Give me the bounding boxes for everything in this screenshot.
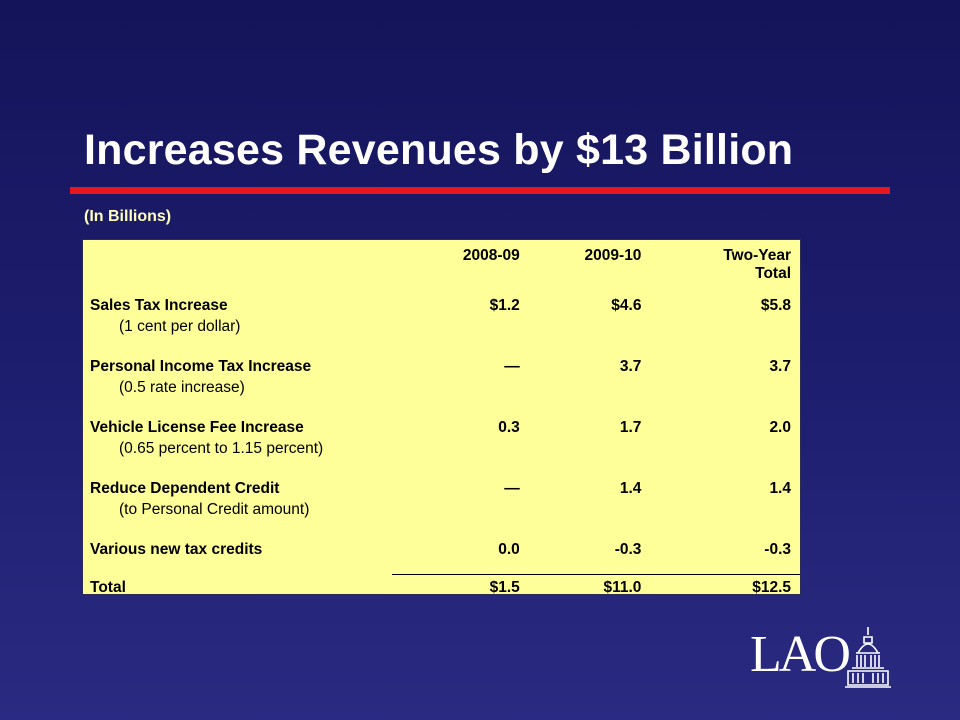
row-label: Personal Income Tax Increase (90, 358, 312, 375)
header-2008-09: 2008-09 (462, 247, 520, 264)
header-label-cell (83, 240, 392, 296)
header-two-year-line2: Total (755, 265, 791, 282)
row-detail: (0.65 percent to 1.15 percent) (119, 440, 324, 457)
cell-2008-09: — (504, 358, 520, 375)
cell-total: $5.8 (760, 297, 791, 314)
cell-2009-10: 1.7 (619, 419, 642, 436)
units-subtitle: (In Billions) (84, 208, 172, 225)
row-label: Vehicle License Fee Increase (90, 419, 304, 436)
cell-2008-09: — (504, 480, 520, 497)
table-row: Sales Tax Increase (1 cent per dollar) $… (83, 296, 800, 357)
cell-total: -0.3 (764, 541, 791, 558)
title-divider (70, 187, 890, 194)
table-row: Various new tax credits 0.0 -0.3 -0.3 (83, 540, 800, 575)
cell-total: 2.0 (769, 419, 791, 436)
cell-2008-09: 0.0 (498, 541, 520, 558)
cell-2009-10: -0.3 (614, 541, 642, 558)
total-2009-10: $11.0 (519, 574, 642, 607)
header-two-year-line1: Two-Year (723, 247, 791, 264)
total-2008-09: $1.5 (392, 574, 520, 607)
cell-2009-10: 1.4 (619, 480, 642, 497)
table-row: Vehicle License Fee Increase (0.65 perce… (83, 418, 800, 479)
table-header-row: 2008-09 2009-10 Two-Year Total (83, 240, 800, 296)
row-label: Various new tax credits (90, 541, 263, 558)
cell-total: 3.7 (769, 358, 791, 375)
lao-logo: LAO (740, 623, 900, 695)
revenue-table: 2008-09 2009-10 Two-Year Total Sales Tax… (82, 239, 801, 607)
header-2009-10: 2009-10 (584, 247, 642, 264)
row-detail: (1 cent per dollar) (119, 318, 241, 335)
row-detail: (to Personal Credit amount) (119, 501, 310, 518)
cell-2009-10: 3.7 (619, 358, 642, 375)
capitol-dome-icon (845, 627, 891, 688)
total-label: Total (90, 578, 126, 596)
table-row: Personal Income Tax Increase (0.5 rate i… (83, 357, 800, 418)
total-row: Total $1.5 $11.0 $12.5 (83, 574, 800, 607)
page-title: Increases Revenues by $13 Billion (84, 126, 794, 174)
row-detail: (0.5 rate increase) (119, 379, 245, 396)
cell-2009-10: $4.6 (611, 297, 642, 314)
row-label: Sales Tax Increase (90, 297, 228, 314)
cell-total: 1.4 (769, 480, 791, 497)
header-two-year-total: Two-Year Total (641, 240, 800, 296)
cell-2008-09: $1.2 (489, 297, 520, 314)
table-row: Reduce Dependent Credit (to Personal Cre… (83, 479, 800, 540)
cell-2008-09: 0.3 (498, 419, 520, 436)
row-label: Reduce Dependent Credit (90, 480, 280, 497)
total-two-year: $12.5 (641, 574, 800, 607)
lao-logo-text: LAO (750, 626, 851, 683)
